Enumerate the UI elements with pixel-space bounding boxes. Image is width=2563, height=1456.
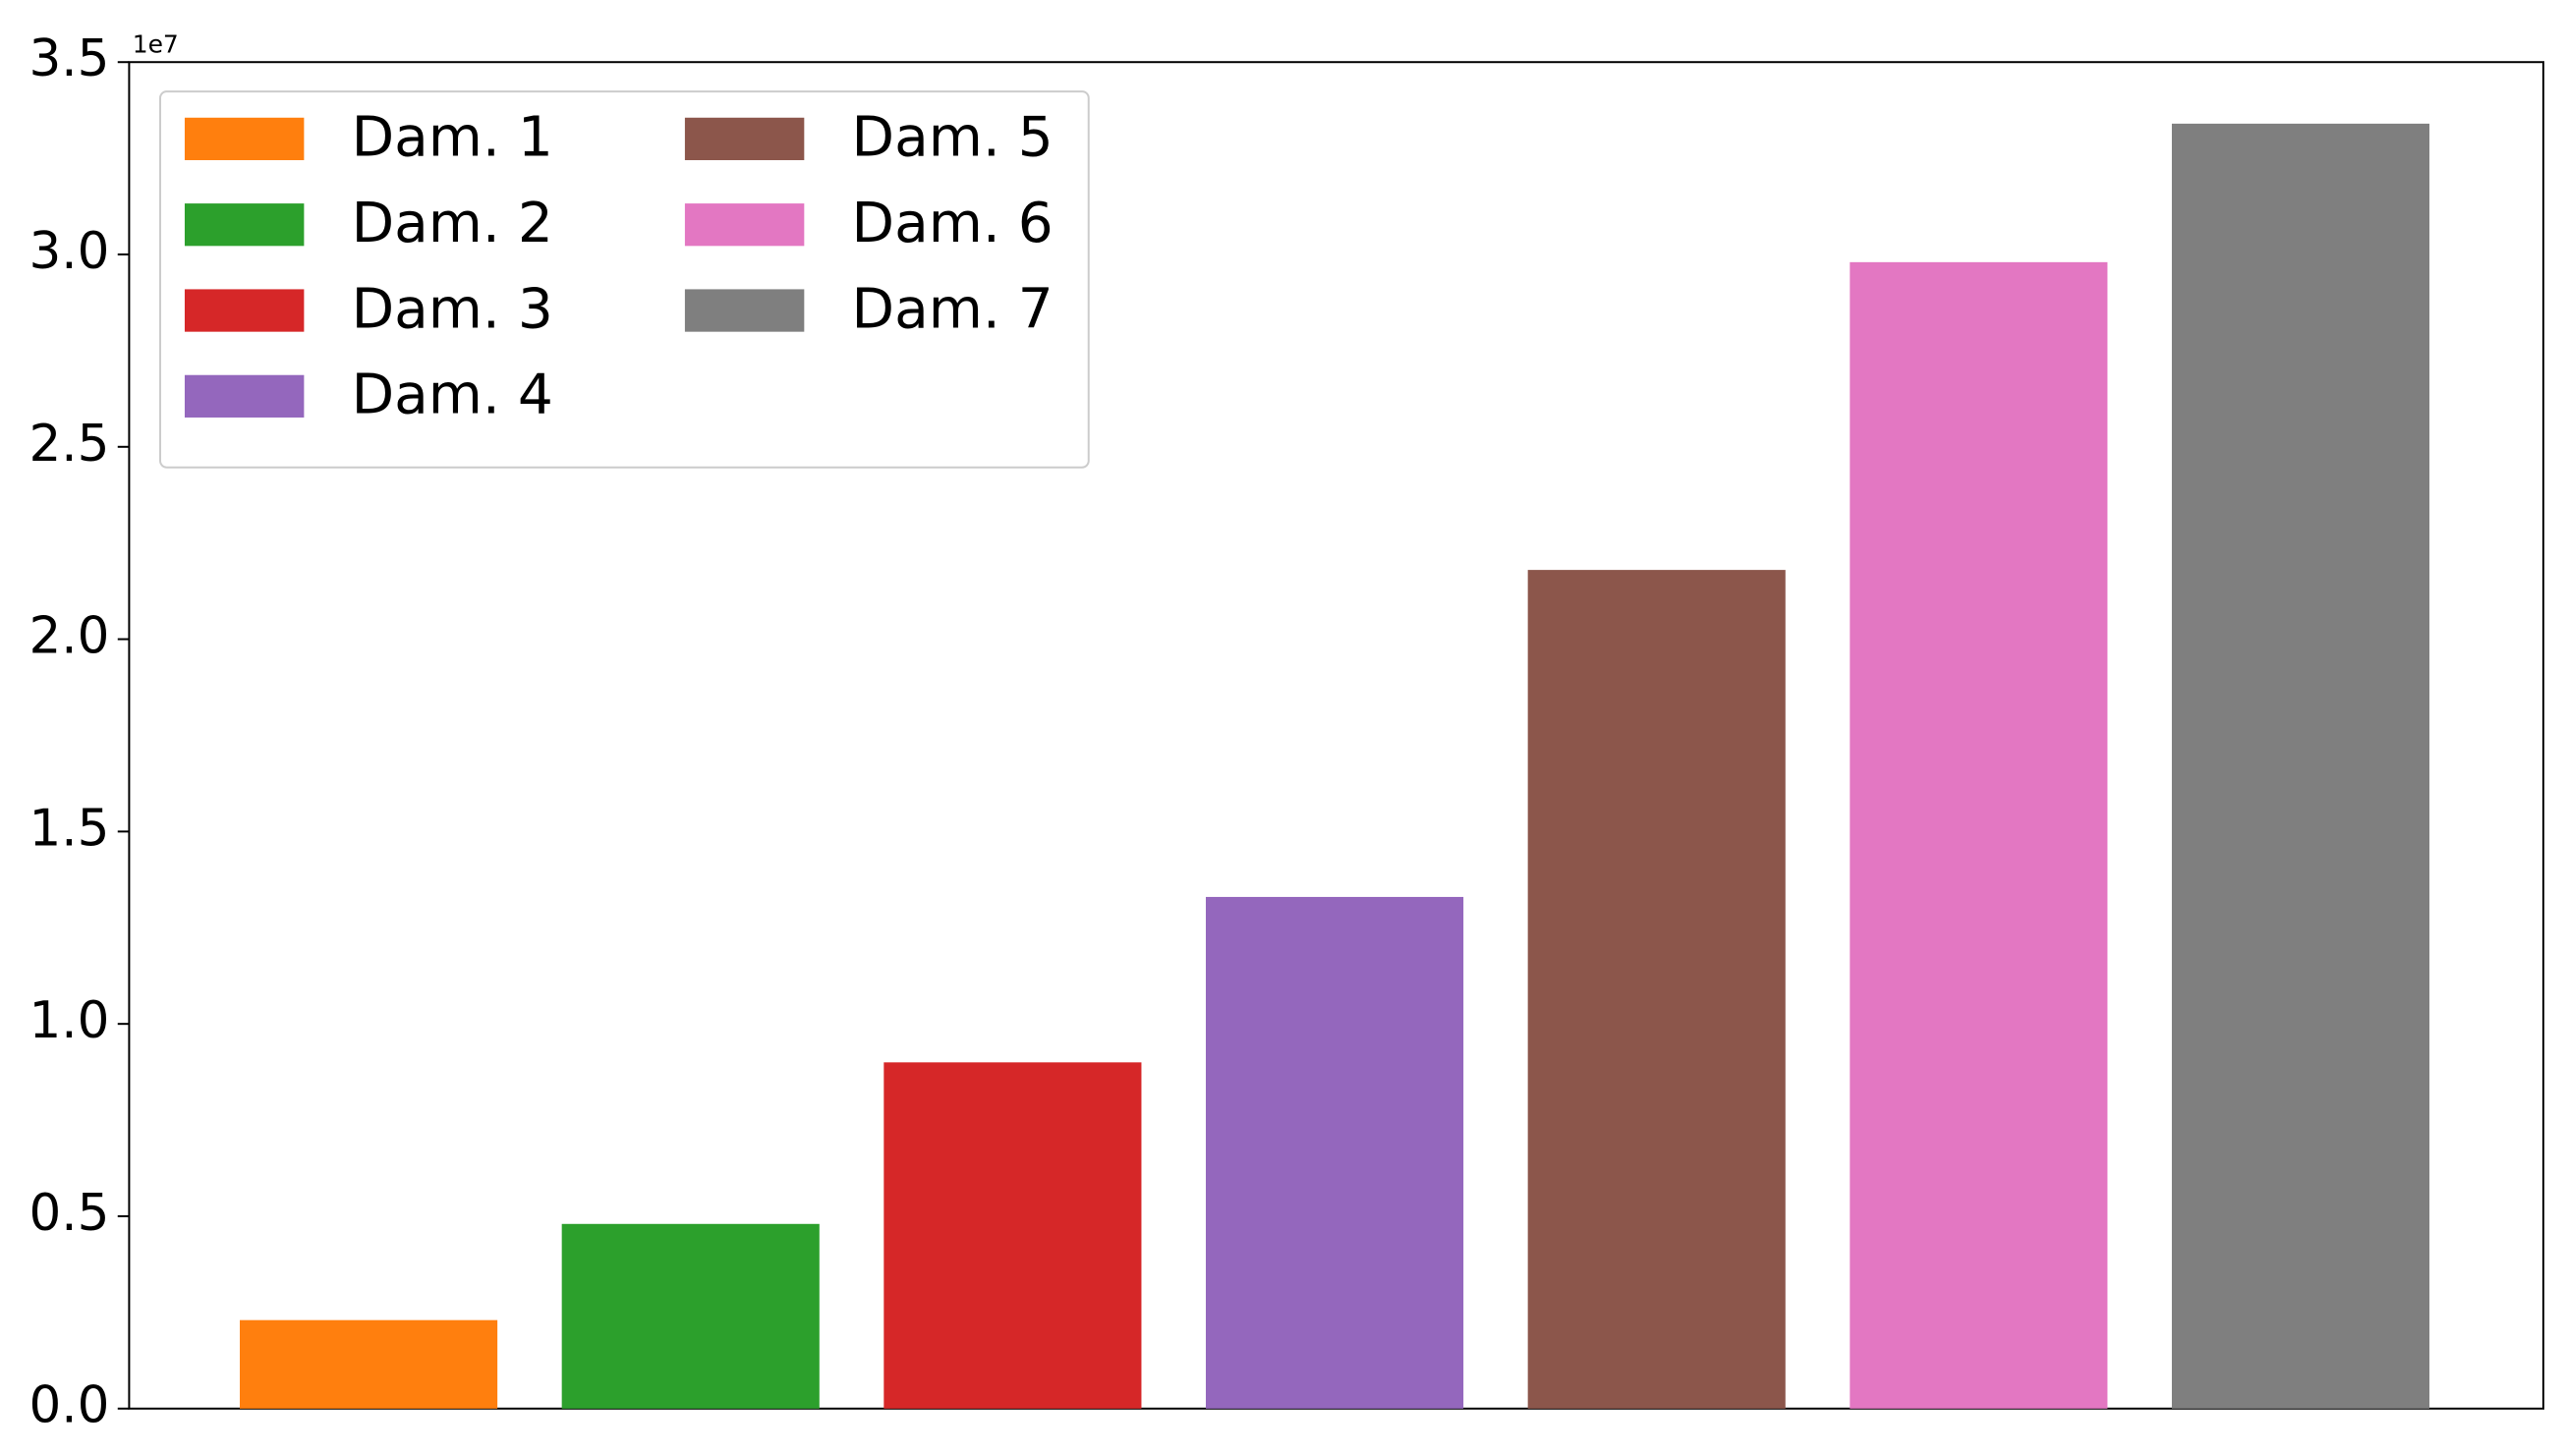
bar	[883, 1062, 1142, 1409]
y-tick-label: 3.5	[28, 29, 109, 88]
legend-label: Dam. 7	[852, 277, 1054, 341]
offset-label: 1e7	[133, 30, 179, 59]
y-tick-label: 0.5	[28, 1184, 109, 1243]
bar	[1850, 261, 2108, 1409]
legend-swatch	[684, 203, 805, 247]
y-tick-label: 2.0	[28, 607, 109, 666]
legend-swatch	[684, 289, 805, 332]
y-tick-label: 3.0	[28, 222, 109, 281]
legend-box	[159, 90, 1090, 469]
bar	[240, 1319, 498, 1409]
bar	[1205, 896, 1464, 1409]
legend-label: Dam. 6	[852, 192, 1054, 255]
y-tick-label: 1.0	[28, 991, 109, 1050]
legend-swatch	[184, 289, 305, 332]
legend-swatch	[184, 374, 305, 418]
legend-label: Dam. 4	[352, 364, 553, 427]
bar	[561, 1223, 820, 1409]
legend-label: Dam. 1	[352, 106, 553, 170]
y-tick-label: 2.5	[28, 415, 109, 474]
y-tick-label: 1.5	[28, 799, 109, 858]
legend-swatch	[184, 203, 305, 247]
legend-label: Dam. 3	[352, 277, 553, 341]
legend-label: Dam. 2	[352, 192, 553, 255]
bar	[1527, 570, 1786, 1409]
legend-swatch	[684, 117, 805, 161]
y-tick-label: 0.0	[28, 1376, 109, 1435]
legend-swatch	[184, 117, 305, 161]
bar	[2171, 123, 2430, 1409]
legend-label: Dam. 5	[852, 106, 1054, 170]
